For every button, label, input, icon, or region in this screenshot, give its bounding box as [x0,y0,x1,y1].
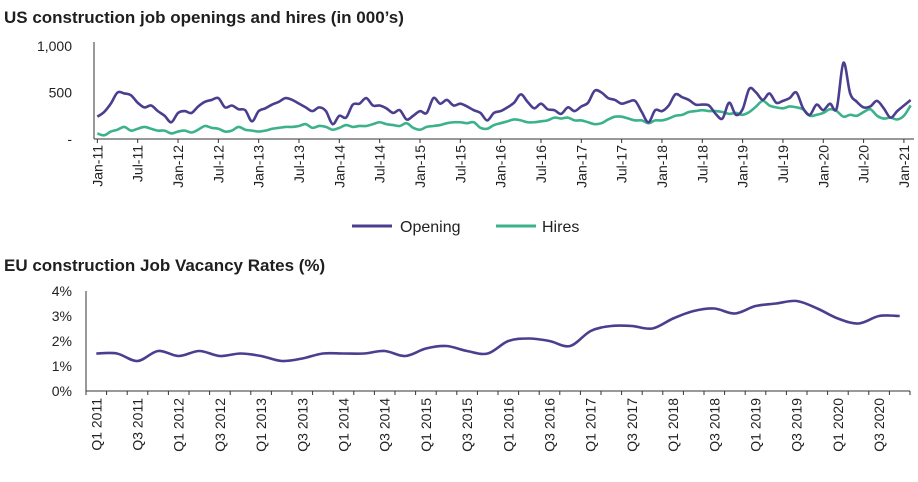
us-x-tick-label: Jul-12 [210,145,226,183]
opening-series-line [96,61,912,126]
eu-x-tick-label: Q3 2012 [212,398,228,452]
us-x-tick-label: Jan-18 [654,145,670,188]
us-x-tick-label: Jan-14 [331,145,347,188]
eu-x-tick-label: Q1 2012 [171,398,187,452]
us-x-tick-label: Jan-15 [412,145,428,188]
eu-x-tick-label: Q3 2011 [130,398,146,451]
us-x-tick-label: Jan-17 [573,145,589,188]
us-chart-legend: Opening Hires [352,219,579,236]
us-x-tick-label: Jan-13 [251,145,267,188]
eu-x-tick-label: Q1 2017 [583,398,599,452]
us-x-tick-label: Jul-19 [775,145,791,183]
eu-y-tick-label: 0% [52,383,72,399]
eu-x-tick-label: Q3 2014 [377,398,393,452]
us-x-tick-label: Jul-13 [291,145,307,183]
eu-vacancy-chart: 0% 1% 2% 3% 4% Q1 2011 Q3 2011 Q1 2012 Q3 2012 Q1… [52,283,911,452]
eu-x-tick-label: Q1 2014 [336,398,352,452]
eu-y-tick-label: 3% [52,308,72,324]
eu-x-tick-label: Q3 2019 [789,398,805,452]
eu-y-tick-label: 4% [52,283,72,299]
eu-x-tick-label: Q1 2011 [88,398,104,451]
us-x-tick-label: Jul-18 [694,145,710,183]
us-x-tick-label: Jan-21 [896,145,912,188]
eu-x-tick-label: Q3 2018 [706,398,722,452]
us-x-tick-label: Jan-16 [493,145,509,188]
us-x-tick-label: Jan-19 [735,145,751,188]
eu-x-tick-label: Q1 2016 [500,398,516,452]
eu-x-tick-label: Q3 2020 [871,398,887,452]
us-x-tick-label: Jul-16 [533,145,549,183]
us-x-tick-label: Jul-20 [856,145,872,183]
eu-x-tick-label: Q1 2018 [665,398,681,452]
eu-x-tick-label: Q3 2017 [624,398,640,452]
eu-x-tick-label: Q1 2019 [748,398,764,452]
eu-x-tick-label: Q3 2013 [294,398,310,452]
us-x-tick-label: Jul-11 [130,145,146,182]
us-x-tick-label: Jul-14 [372,145,388,183]
eu-y-tick-label: 1% [52,358,72,374]
eu-chart-title: EU construction Job Vacancy Rates (%) [4,256,325,275]
us-x-tick-label: Jan-11 [89,145,105,187]
us-x-tick-label: Jan-12 [170,145,186,188]
us-x-tick-label: Jul-17 [614,145,630,183]
us-openings-hires-chart: - 500 1,000 Jan-11 Jul-11 Jan-12 Jul-12 Jan-13 J… [37,38,914,188]
eu-x-tick-label: Q1 2015 [418,398,434,452]
eu-x-tick-label: Q1 2013 [253,398,269,452]
us-x-tick-label: Jul-15 [452,145,468,183]
eu-x-tick-label: Q3 2016 [542,398,558,452]
us-y-tick-label: 500 [49,85,73,101]
us-y-tick-label: - [67,131,72,147]
eu-x-tick-label: Q1 2020 [830,398,846,452]
vacancy-rate-line [96,299,900,363]
legend-hires-label: Hires [542,219,579,236]
legend-opening-label: Opening [400,219,461,236]
hires-series-line [96,99,912,137]
us-x-tick-label: Jan-20 [815,145,831,188]
eu-y-tick-label: 2% [52,333,72,349]
eu-x-tick-label: Q3 2015 [459,398,475,452]
us-y-tick-label: 1,000 [37,38,72,54]
us-chart-title: US construction job openings and hires (… [4,8,404,27]
